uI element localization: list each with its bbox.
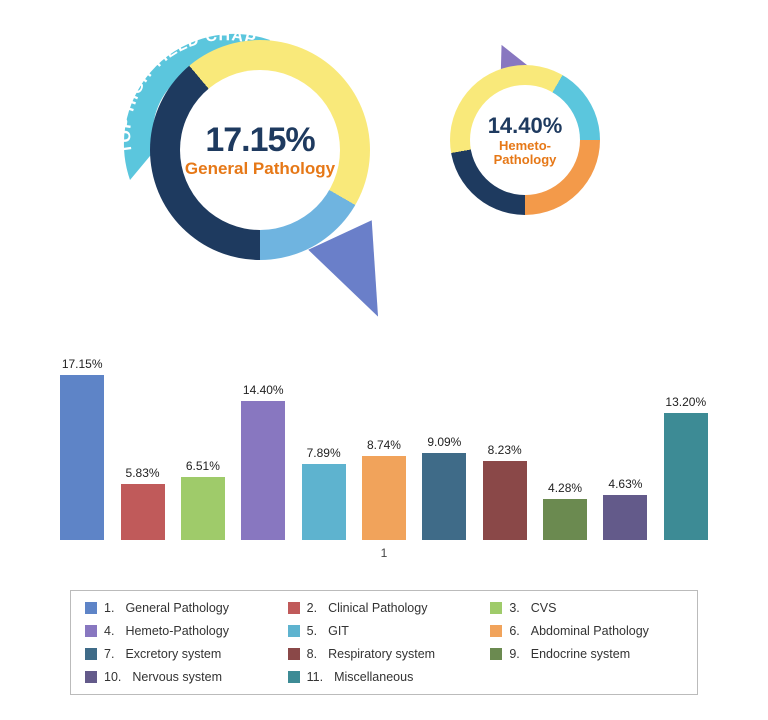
legend-label: Miscellaneous — [334, 670, 413, 684]
bar-value-label: 9.09% — [427, 435, 461, 449]
legend-item-11: 11. Miscellaneous — [288, 670, 481, 684]
legend-swatch — [288, 602, 300, 614]
bar-value-label: 4.63% — [608, 477, 642, 491]
legend-label: Clinical Pathology — [328, 601, 427, 615]
legend-label: Abdominal Pathology — [531, 624, 649, 638]
bar-4: 14.40% — [239, 383, 287, 540]
bar-value-label: 13.20% — [665, 395, 706, 409]
bar-1: 17.15% — [58, 357, 106, 540]
legend-item-4: 4. Hemeto-Pathology — [85, 624, 278, 638]
main-donut-center: 17.15% General Pathology — [180, 70, 340, 230]
legend-label: Endocrine system — [531, 647, 630, 661]
legend-item-10: 10. Nervous system — [85, 670, 278, 684]
x-axis-label: 1 — [50, 546, 718, 560]
legend-label: GIT — [328, 624, 349, 638]
bar-rect — [121, 484, 165, 540]
legend-item-6: 6. Abdominal Pathology — [490, 624, 683, 638]
bar-rect — [241, 401, 285, 540]
legend-num: 3. — [509, 601, 519, 615]
bar-3: 6.51% — [179, 459, 227, 540]
legend-item-7: 7. Excretory system — [85, 647, 278, 661]
main-donut-label: General Pathology — [185, 160, 335, 179]
bar-10: 4.63% — [601, 477, 649, 540]
bar-9: 4.28% — [541, 481, 589, 540]
bar-5: 7.89% — [299, 446, 347, 540]
bar-rect — [422, 453, 466, 540]
bar-rect — [181, 477, 225, 540]
legend-num: 10. — [104, 670, 121, 684]
bar-rect — [483, 461, 527, 540]
legend-num: 11. — [307, 670, 323, 684]
legend-label: Excretory system — [125, 647, 221, 661]
bar-rect — [302, 464, 346, 540]
legend-num: 9. — [509, 647, 519, 661]
bar-value-label: 8.23% — [488, 443, 522, 457]
donut-section: TOP HIGH YIELD CHAPTER 17.15% General Pa… — [0, 0, 768, 330]
legend-swatch — [85, 671, 97, 683]
small-donut-percent: 14.40% — [488, 113, 563, 139]
bar-rect — [362, 456, 406, 540]
small-donut: 14.40% Hemeto-Pathology — [440, 55, 610, 225]
legend-swatch — [490, 648, 502, 660]
legend-num: 4. — [104, 624, 114, 638]
legend-swatch — [85, 648, 97, 660]
bar-container: 17.15% 5.83% 6.51% 14.40% 7.89% 8.74% 9.09% 8.2… — [50, 350, 718, 540]
legend-swatch — [288, 671, 300, 683]
legend-label: General Pathology — [125, 601, 229, 615]
legend-num: 1. — [104, 601, 114, 615]
legend-swatch — [85, 625, 97, 637]
main-donut-percent: 17.15% — [205, 121, 314, 160]
main-donut: TOP HIGH YIELD CHAPTER 17.15% General Pa… — [130, 20, 390, 280]
legend: 1. General Pathology 2. Clinical Pathology 3… — [70, 590, 698, 695]
bar-rect — [60, 375, 104, 540]
legend-num: 5. — [307, 624, 317, 638]
legend-num: 7. — [104, 647, 114, 661]
bar-6: 8.74% — [360, 438, 408, 540]
bar-value-label: 5.83% — [126, 466, 160, 480]
legend-label: CVS — [531, 601, 557, 615]
legend-num: 2. — [307, 601, 317, 615]
bar-chart: 17.15% 5.83% 6.51% 14.40% 7.89% 8.74% 9.09% 8.2… — [50, 350, 718, 570]
bar-value-label: 17.15% — [62, 357, 103, 371]
small-donut-center: 14.40% Hemeto-Pathology — [470, 85, 580, 195]
legend-num: 8. — [307, 647, 317, 661]
bar-rect — [543, 499, 587, 540]
legend-grid: 1. General Pathology 2. Clinical Pathology 3… — [85, 601, 683, 684]
legend-item-5: 5. GIT — [288, 624, 481, 638]
legend-swatch — [85, 602, 97, 614]
legend-label: Respiratory system — [328, 647, 435, 661]
bar-7: 9.09% — [420, 435, 468, 540]
legend-item-2: 2. Clinical Pathology — [288, 601, 481, 615]
legend-label: Hemeto-Pathology — [125, 624, 229, 638]
bar-value-label: 6.51% — [186, 459, 220, 473]
bar-value-label: 4.28% — [548, 481, 582, 495]
legend-item-8: 8. Respiratory system — [288, 647, 481, 661]
legend-item-9: 9. Endocrine system — [490, 647, 683, 661]
legend-num: 6. — [509, 624, 519, 638]
legend-label: Nervous system — [132, 670, 222, 684]
bar-2: 5.83% — [118, 466, 166, 540]
bar-rect — [664, 413, 708, 540]
small-donut-label: Hemeto-Pathology — [470, 139, 580, 168]
bar-value-label: 7.89% — [307, 446, 341, 460]
bar-value-label: 14.40% — [243, 383, 284, 397]
legend-item-3: 3. CVS — [490, 601, 683, 615]
legend-swatch — [288, 625, 300, 637]
legend-swatch — [490, 625, 502, 637]
bar-value-label: 8.74% — [367, 438, 401, 452]
legend-swatch — [288, 648, 300, 660]
legend-swatch — [490, 602, 502, 614]
legend-item-1: 1. General Pathology — [85, 601, 278, 615]
bar-11: 13.20% — [662, 395, 710, 540]
bar-rect — [603, 495, 647, 540]
bar-8: 8.23% — [481, 443, 529, 540]
